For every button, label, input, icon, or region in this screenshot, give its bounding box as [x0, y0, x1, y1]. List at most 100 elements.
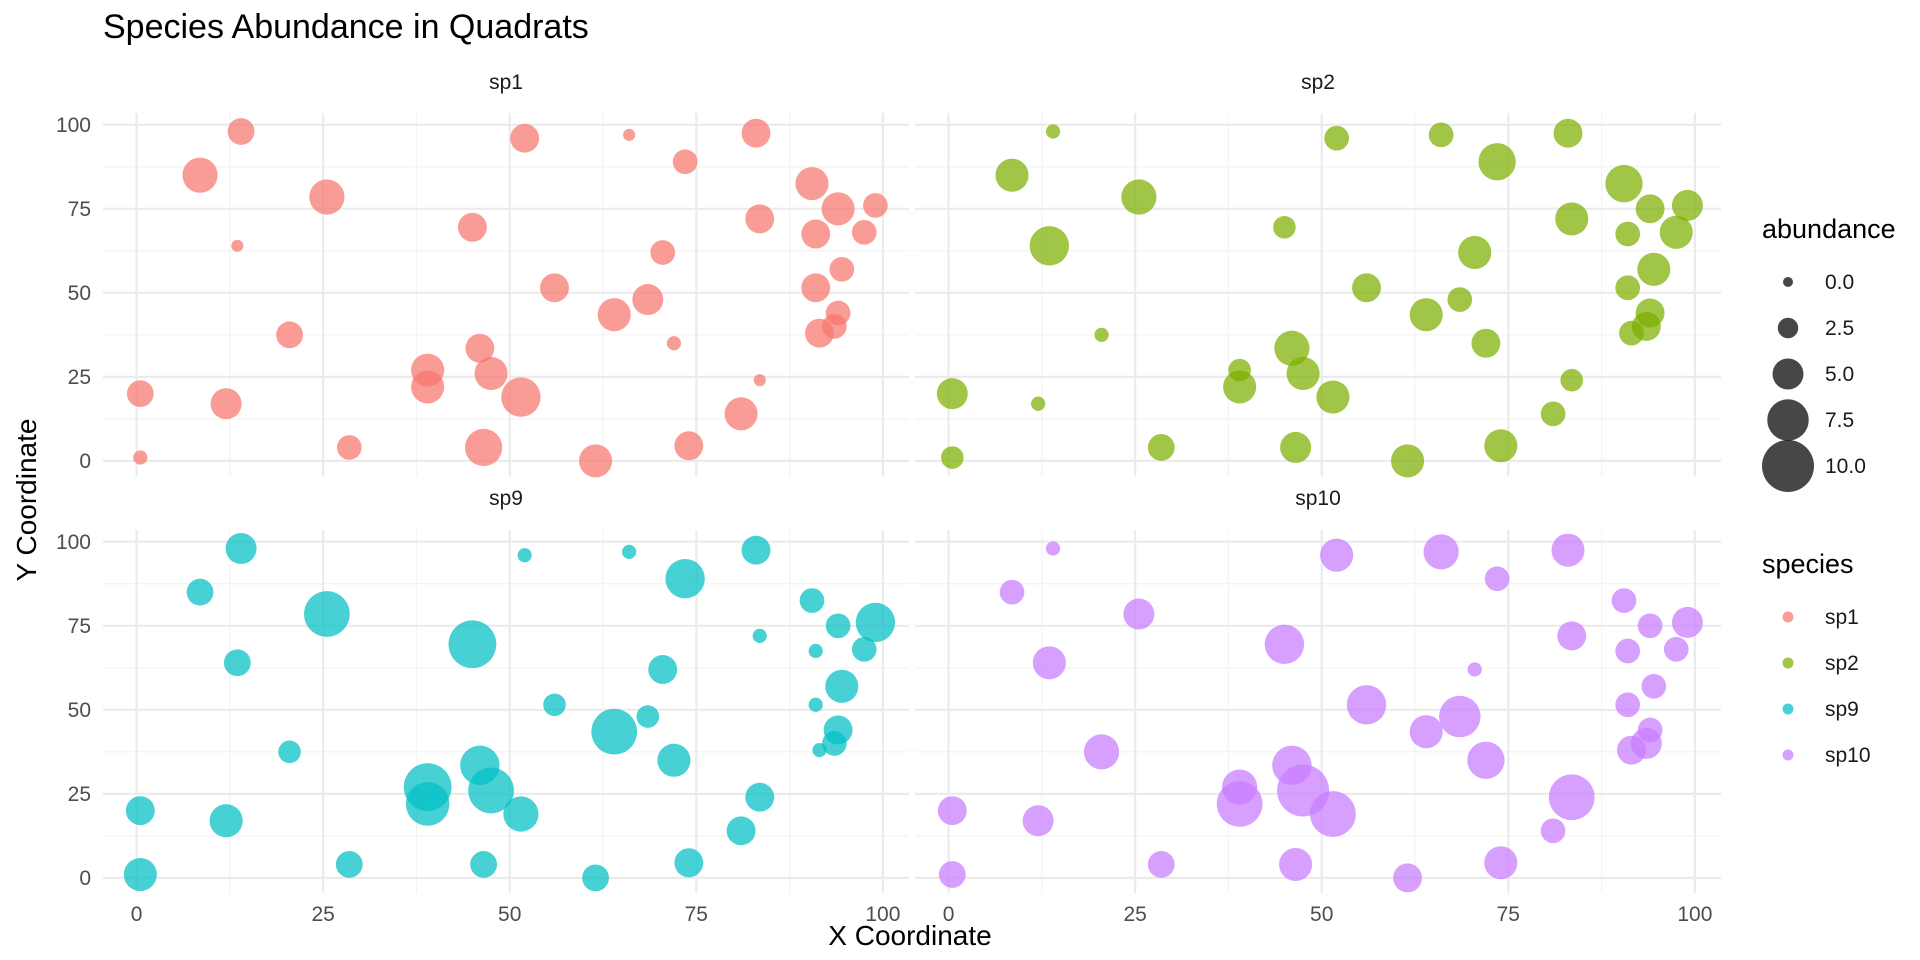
data-point-sp1 — [465, 333, 495, 363]
data-point-sp9 — [636, 705, 660, 728]
size-legend-label: 2.5 — [1825, 317, 1854, 340]
x-axis-title: X Coordinate — [828, 920, 991, 951]
data-point-sp2 — [1540, 401, 1566, 427]
data-point-sp2 — [1316, 380, 1350, 414]
data-point-sp10 — [1551, 533, 1585, 567]
x-tick-label: 75 — [685, 903, 708, 926]
data-point-sp10 — [1663, 636, 1689, 662]
data-point-sp2 — [1031, 396, 1046, 411]
x-tick-label: 0 — [131, 903, 143, 926]
data-point-sp1 — [741, 118, 771, 148]
data-point-sp2 — [1637, 252, 1671, 286]
size-legend-key — [1777, 317, 1799, 339]
x-tick-label: 25 — [1123, 903, 1146, 926]
data-point-sp2 — [1484, 429, 1518, 463]
data-point-sp9 — [582, 864, 609, 892]
data-point-sp9 — [223, 649, 251, 677]
data-point-sp1 — [745, 204, 775, 234]
data-point-sp1 — [182, 157, 218, 193]
data-point-sp9 — [186, 578, 214, 606]
data-point-sp2 — [936, 378, 968, 410]
data-point-sp10 — [1423, 534, 1459, 570]
data-point-sp1 — [753, 374, 766, 387]
data-point-sp1 — [540, 273, 569, 303]
data-point-sp10 — [1123, 598, 1155, 630]
data-point-sp9 — [741, 535, 771, 565]
data-point-sp2 — [995, 158, 1029, 192]
data-point-sp10 — [937, 796, 967, 826]
color-legend-label: sp10 — [1825, 744, 1871, 767]
data-point-sp2 — [1471, 328, 1501, 358]
data-point-sp10 — [1279, 847, 1313, 881]
data-point-sp10 — [1641, 673, 1667, 699]
data-point-sp10 — [1409, 715, 1443, 749]
data-point-sp9 — [225, 532, 257, 564]
data-point-sp2 — [1635, 194, 1665, 224]
data-point-sp2 — [1273, 215, 1296, 239]
data-point-sp10 — [1320, 538, 1354, 572]
data-point-sp10 — [1615, 692, 1641, 718]
data-point-sp10 — [1637, 717, 1663, 743]
data-point-sp2 — [1671, 189, 1703, 221]
data-point-sp10 — [1637, 613, 1663, 639]
y-tick-label: 100 — [56, 531, 91, 554]
data-point-sp2 — [1094, 327, 1109, 342]
data-point-sp1 — [126, 380, 154, 408]
size-legend-label: 10.0 — [1825, 455, 1866, 478]
data-point-sp10 — [1045, 541, 1061, 556]
y-tick-label: 75 — [68, 615, 91, 638]
data-point-sp1 — [795, 167, 829, 201]
size-legend-key — [1767, 399, 1809, 441]
data-point-sp1 — [623, 128, 636, 141]
data-point-sp2 — [1659, 215, 1693, 249]
data-point-sp2 — [1045, 124, 1061, 139]
data-point-sp1 — [632, 284, 664, 316]
data-point-sp1 — [674, 431, 704, 461]
data-point-sp9 — [825, 669, 859, 703]
facet-strip-sp10: sp10 — [1295, 487, 1341, 510]
x-tick-label: 75 — [1497, 903, 1520, 926]
x-tick-label: 100 — [865, 903, 900, 926]
data-point-sp10 — [1032, 646, 1066, 680]
x-tick-label: 100 — [1677, 903, 1712, 926]
data-point-sp1 — [863, 193, 888, 218]
data-point-sp1 — [464, 428, 503, 467]
data-point-sp9 — [517, 548, 532, 563]
data-point-sp9 — [470, 851, 498, 878]
data-point-sp1 — [227, 118, 255, 145]
data-point-sp10 — [1147, 851, 1175, 878]
data-point-sp2 — [1223, 370, 1257, 404]
facet-strip-sp1: sp1 — [489, 71, 523, 94]
size-legend-label: 5.0 — [1825, 363, 1854, 386]
data-point-sp2 — [1478, 143, 1516, 181]
data-point-sp10 — [1439, 695, 1481, 738]
facet-panel-sp10: sp10 0 25 50 75 100 — [915, 487, 1721, 926]
data-point-sp9 — [665, 559, 705, 599]
data-point-sp9 — [752, 628, 767, 643]
data-point-sp10 — [1615, 638, 1641, 664]
data-point-sp1 — [510, 123, 540, 153]
chart-title: Species Abundance in Quadrats — [103, 8, 589, 46]
data-point-sp2 — [1605, 164, 1643, 203]
data-point-sp2 — [1635, 298, 1665, 328]
data-point-sp2 — [1280, 431, 1312, 463]
data-point-sp9 — [622, 544, 637, 559]
data-point-sp10 — [1222, 769, 1258, 805]
data-point-sp2 — [1560, 368, 1584, 392]
data-point-sp10 — [1022, 805, 1054, 837]
color-legend-label: sp1 — [1825, 606, 1859, 629]
data-point-sp1 — [821, 192, 855, 226]
color-legend-key — [1782, 611, 1794, 623]
facet-panel-sp1: sp1 0 25 50 75 100 — [56, 71, 909, 478]
data-point-sp9 — [335, 851, 363, 878]
data-point-sp1 — [133, 450, 148, 465]
data-point-sp1 — [411, 353, 445, 387]
data-point-sp1 — [231, 239, 244, 252]
data-point-sp1 — [336, 435, 362, 460]
data-point-sp1 — [457, 212, 487, 242]
color-legend-key — [1782, 657, 1794, 669]
data-point-sp10 — [999, 579, 1025, 605]
facet-strip-sp9: sp9 — [489, 487, 523, 510]
data-point-sp10 — [1310, 791, 1356, 837]
data-point-sp1 — [666, 336, 682, 351]
